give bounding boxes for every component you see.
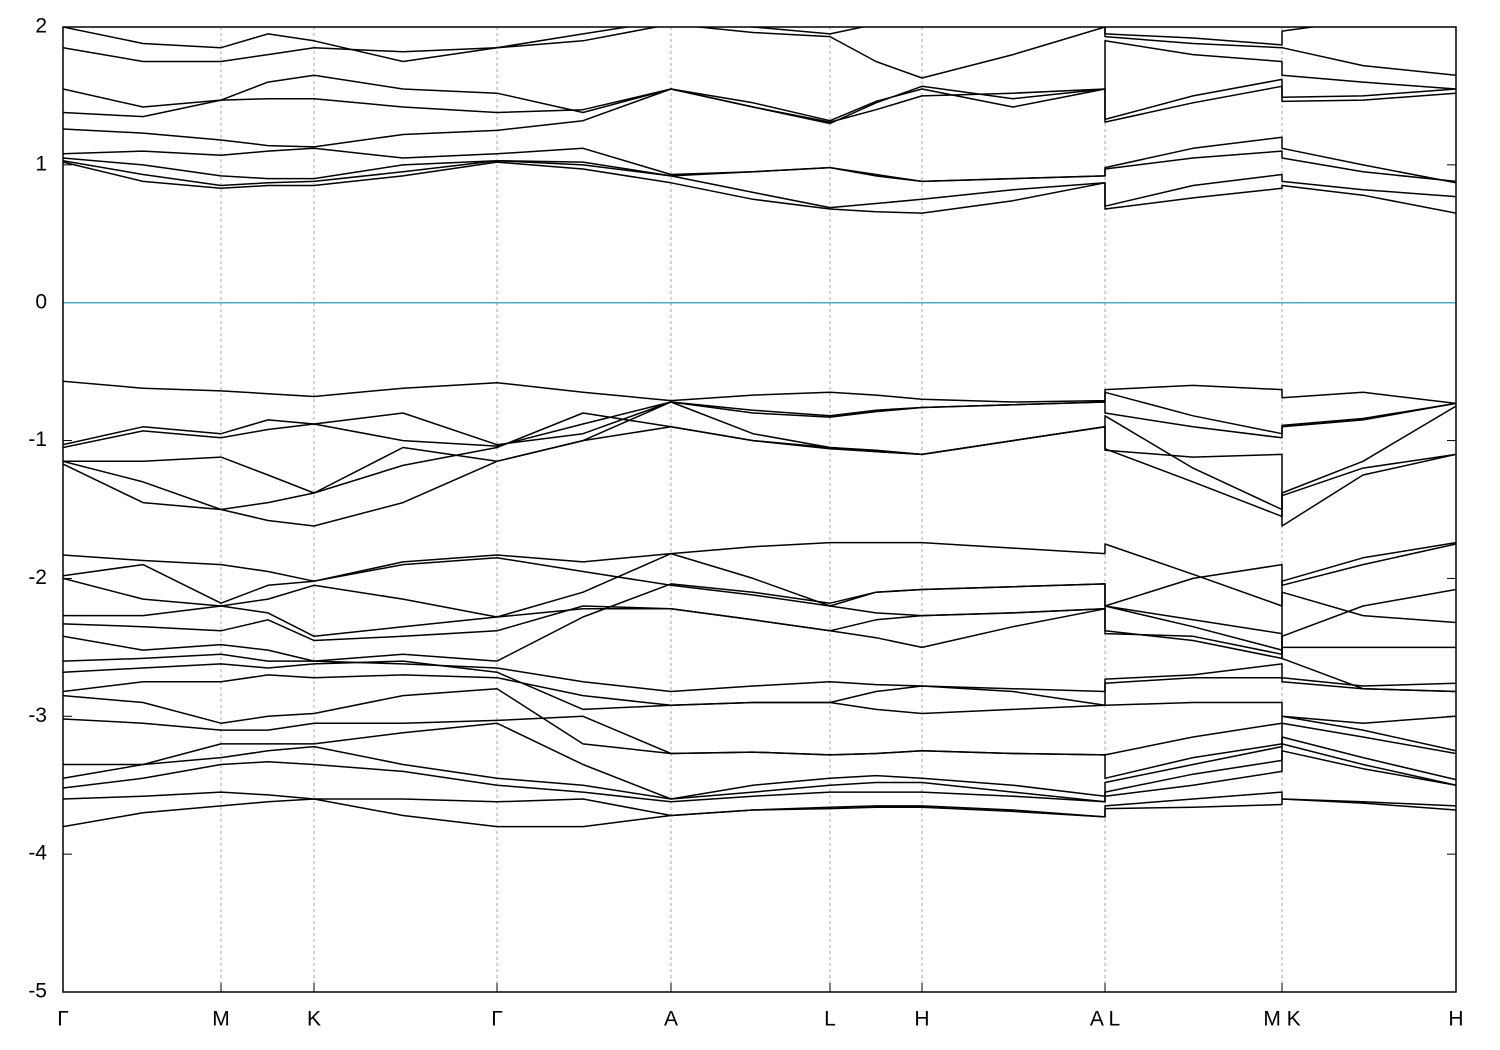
- band-line: [63, 161, 1456, 214]
- band-line: [63, 401, 1456, 449]
- band-line: [63, 750, 1456, 803]
- y-tick-label: 1: [35, 152, 47, 175]
- band-line: [63, 605, 1456, 656]
- x-tick-label: A L: [1090, 1008, 1120, 1031]
- y-tick-label: 0: [35, 290, 47, 313]
- band-line: [63, 687, 1456, 756]
- plot-frame: [62, 26, 1457, 993]
- band-line: [63, 78, 1456, 125]
- x-tick-label: Γ: [491, 1008, 503, 1031]
- band-line: [63, 715, 1456, 780]
- x-tick-label: M: [212, 1008, 230, 1031]
- band-line: [63, 27, 1318, 63]
- y-tick-label: -1: [28, 428, 47, 451]
- band-line: [63, 159, 1456, 209]
- band-line: [63, 136, 1456, 184]
- band-line: [63, 380, 1456, 405]
- band-line: [63, 674, 1456, 724]
- band-line: [63, 798, 1456, 828]
- band-line: [63, 405, 1456, 511]
- x-tick-label: Γ: [57, 1008, 69, 1031]
- tick-labels: -5 -4 -3 -2 -1 0 1 2 Γ M K Γ A L H A L M K H: [28, 15, 1463, 1031]
- y-tick-label: 2: [35, 15, 47, 38]
- band-line: [63, 541, 1456, 607]
- band-line: [63, 426, 1456, 527]
- x-tick-label: H: [1448, 1008, 1463, 1031]
- band-line: [63, 722, 1456, 800]
- band-line: [63, 40, 1456, 122]
- band-line: [63, 591, 1456, 660]
- band-line: [63, 391, 1456, 446]
- x-tick-label: H: [914, 1008, 929, 1031]
- y-tick-label: -3: [28, 704, 47, 727]
- band-line: [63, 743, 1456, 803]
- y-tick-label: -5: [28, 980, 47, 1003]
- y-tick-label: -2: [28, 566, 47, 589]
- y-tick-label: -4: [28, 842, 47, 865]
- band-line: [63, 653, 1456, 693]
- band-line: [63, 150, 1456, 183]
- x-tick-label: M K: [1263, 1008, 1300, 1031]
- band-line: [63, 543, 1456, 607]
- bands: [63, 27, 1456, 828]
- band-line: [63, 583, 1456, 693]
- x-tick-label: A: [664, 1008, 678, 1031]
- band-line: [63, 552, 1456, 651]
- x-tick-label: L: [824, 1008, 836, 1031]
- band-line: [63, 791, 1456, 818]
- band-line: [63, 27, 1456, 79]
- x-tick-label: K: [307, 1008, 321, 1031]
- band-line: [63, 85, 1456, 148]
- band-line: [63, 401, 1456, 518]
